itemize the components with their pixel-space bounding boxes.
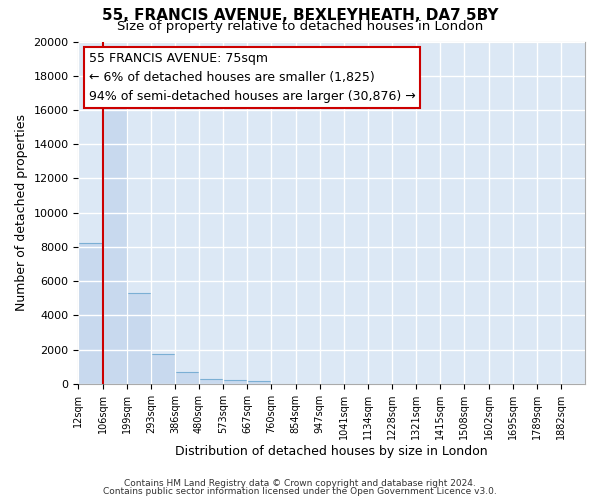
Text: 55 FRANCIS AVENUE: 75sqm
← 6% of detached houses are smaller (1,825)
94% of semi: 55 FRANCIS AVENUE: 75sqm ← 6% of detache… (89, 52, 415, 103)
Text: Contains public sector information licensed under the Open Government Licence v3: Contains public sector information licen… (103, 487, 497, 496)
Bar (103, 102, 127, 384)
Bar (175, 372, 199, 384)
Bar (247, 381, 271, 384)
X-axis label: Distribution of detached houses by size in London: Distribution of detached houses by size … (175, 444, 488, 458)
Text: 55, FRANCIS AVENUE, BEXLEYHEATH, DA7 5BY: 55, FRANCIS AVENUE, BEXLEYHEATH, DA7 5BY (102, 8, 498, 22)
Bar (127, 293, 151, 384)
Bar (151, 354, 175, 384)
Bar (79, 244, 103, 384)
Bar (199, 378, 223, 384)
Text: Size of property relative to detached houses in London: Size of property relative to detached ho… (117, 20, 483, 33)
Text: Contains HM Land Registry data © Crown copyright and database right 2024.: Contains HM Land Registry data © Crown c… (124, 478, 476, 488)
Y-axis label: Number of detached properties: Number of detached properties (15, 114, 28, 311)
Bar (223, 380, 247, 384)
